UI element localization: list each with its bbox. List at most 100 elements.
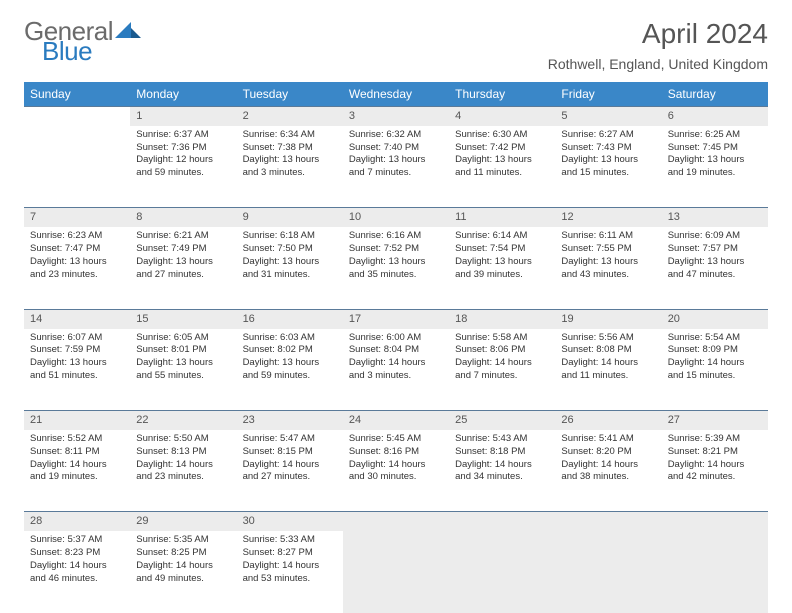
day-cell — [24, 126, 130, 208]
day-cell: Sunrise: 5:43 AMSunset: 8:18 PMDaylight:… — [449, 430, 555, 512]
day-number: 15 — [130, 309, 236, 328]
daylight-text: Daylight: 13 hours — [243, 154, 337, 167]
day-cell: Sunrise: 6:34 AMSunset: 7:38 PMDaylight:… — [237, 126, 343, 208]
daylight-text: and 7 minutes. — [455, 370, 549, 383]
day-number — [343, 512, 449, 531]
sunset-text: Sunset: 8:25 PM — [136, 547, 230, 560]
sunset-text: Sunset: 7:57 PM — [668, 243, 762, 256]
daylight-text: and 30 minutes. — [349, 471, 443, 484]
daylight-text: and 55 minutes. — [136, 370, 230, 383]
daylight-text: and 59 minutes. — [136, 167, 230, 180]
day-number-row: 14151617181920 — [24, 309, 768, 328]
day-cell: Sunrise: 6:16 AMSunset: 7:52 PMDaylight:… — [343, 227, 449, 309]
daylight-text: and 27 minutes. — [243, 471, 337, 484]
title-block: April 2024 Rothwell, England, United Kin… — [548, 18, 768, 72]
day-number — [555, 512, 661, 531]
sunrise-text: Sunrise: 6:34 AM — [243, 129, 337, 142]
sunrise-text: Sunrise: 5:41 AM — [561, 433, 655, 446]
location: Rothwell, England, United Kingdom — [548, 56, 768, 72]
day-cell: Sunrise: 5:58 AMSunset: 8:06 PMDaylight:… — [449, 329, 555, 411]
day-cell — [662, 531, 768, 613]
daylight-text: and 53 minutes. — [243, 573, 337, 586]
daylight-text: and 42 minutes. — [668, 471, 762, 484]
day-cell: Sunrise: 6:23 AMSunset: 7:47 PMDaylight:… — [24, 227, 130, 309]
day-cell: Sunrise: 6:14 AMSunset: 7:54 PMDaylight:… — [449, 227, 555, 309]
sunset-text: Sunset: 7:43 PM — [561, 142, 655, 155]
day-number: 16 — [237, 309, 343, 328]
day-number: 8 — [130, 208, 236, 227]
daylight-text: and 34 minutes. — [455, 471, 549, 484]
daylight-text: Daylight: 14 hours — [30, 560, 124, 573]
daylight-text: and 11 minutes. — [561, 370, 655, 383]
day-cell: Sunrise: 6:37 AMSunset: 7:36 PMDaylight:… — [130, 126, 236, 208]
sunset-text: Sunset: 8:04 PM — [349, 344, 443, 357]
sunrise-text: Sunrise: 6:37 AM — [136, 129, 230, 142]
daylight-text: Daylight: 14 hours — [243, 560, 337, 573]
daylight-text: and 15 minutes. — [668, 370, 762, 383]
weekday-header: Wednesday — [343, 82, 449, 107]
sunset-text: Sunset: 8:18 PM — [455, 446, 549, 459]
day-cell — [343, 531, 449, 613]
weekday-header: Sunday — [24, 82, 130, 107]
daylight-text: Daylight: 13 hours — [30, 357, 124, 370]
day-number: 9 — [237, 208, 343, 227]
sunset-text: Sunset: 7:45 PM — [668, 142, 762, 155]
daylight-text: and 27 minutes. — [136, 269, 230, 282]
sunset-text: Sunset: 8:06 PM — [455, 344, 549, 357]
day-number: 27 — [662, 411, 768, 430]
sunset-text: Sunset: 7:52 PM — [349, 243, 443, 256]
daylight-text: and 31 minutes. — [243, 269, 337, 282]
sunset-text: Sunset: 8:08 PM — [561, 344, 655, 357]
sunset-text: Sunset: 8:11 PM — [30, 446, 124, 459]
day-cell: Sunrise: 6:09 AMSunset: 7:57 PMDaylight:… — [662, 227, 768, 309]
sunrise-text: Sunrise: 6:18 AM — [243, 230, 337, 243]
day-cell: Sunrise: 6:07 AMSunset: 7:59 PMDaylight:… — [24, 329, 130, 411]
sunrise-text: Sunrise: 6:11 AM — [561, 230, 655, 243]
day-number: 29 — [130, 512, 236, 531]
day-cell: Sunrise: 5:54 AMSunset: 8:09 PMDaylight:… — [662, 329, 768, 411]
sunrise-text: Sunrise: 6:21 AM — [136, 230, 230, 243]
day-number-row: 21222324252627 — [24, 411, 768, 430]
day-number: 3 — [343, 107, 449, 126]
sunrise-text: Sunrise: 5:43 AM — [455, 433, 549, 446]
daylight-text: and 23 minutes. — [30, 269, 124, 282]
daylight-text: Daylight: 13 hours — [30, 256, 124, 269]
sunset-text: Sunset: 7:59 PM — [30, 344, 124, 357]
sunrise-text: Sunrise: 5:47 AM — [243, 433, 337, 446]
day-cell: Sunrise: 6:27 AMSunset: 7:43 PMDaylight:… — [555, 126, 661, 208]
daylight-text: and 51 minutes. — [30, 370, 124, 383]
day-cell: Sunrise: 5:35 AMSunset: 8:25 PMDaylight:… — [130, 531, 236, 613]
day-number — [662, 512, 768, 531]
sunset-text: Sunset: 8:15 PM — [243, 446, 337, 459]
day-cell: Sunrise: 5:56 AMSunset: 8:08 PMDaylight:… — [555, 329, 661, 411]
sunrise-text: Sunrise: 5:33 AM — [243, 534, 337, 547]
day-cell: Sunrise: 5:52 AMSunset: 8:11 PMDaylight:… — [24, 430, 130, 512]
day-cell: Sunrise: 6:25 AMSunset: 7:45 PMDaylight:… — [662, 126, 768, 208]
sunset-text: Sunset: 8:16 PM — [349, 446, 443, 459]
sunset-text: Sunset: 8:21 PM — [668, 446, 762, 459]
daylight-text: Daylight: 13 hours — [349, 256, 443, 269]
day-number: 4 — [449, 107, 555, 126]
daylight-text: and 49 minutes. — [136, 573, 230, 586]
weekday-header: Tuesday — [237, 82, 343, 107]
day-content-row: Sunrise: 5:37 AMSunset: 8:23 PMDaylight:… — [24, 531, 768, 613]
sunrise-text: Sunrise: 6:05 AM — [136, 332, 230, 345]
day-cell: Sunrise: 6:32 AMSunset: 7:40 PMDaylight:… — [343, 126, 449, 208]
daylight-text: and 11 minutes. — [455, 167, 549, 180]
daylight-text: and 3 minutes. — [349, 370, 443, 383]
daylight-text: Daylight: 13 hours — [136, 256, 230, 269]
weekday-header-row: Sunday Monday Tuesday Wednesday Thursday… — [24, 82, 768, 107]
day-number-row: 123456 — [24, 107, 768, 126]
daylight-text: Daylight: 13 hours — [243, 256, 337, 269]
day-number: 18 — [449, 309, 555, 328]
day-cell: Sunrise: 6:03 AMSunset: 8:02 PMDaylight:… — [237, 329, 343, 411]
day-content-row: Sunrise: 6:07 AMSunset: 7:59 PMDaylight:… — [24, 329, 768, 411]
day-number: 6 — [662, 107, 768, 126]
daylight-text: Daylight: 14 hours — [561, 459, 655, 472]
daylight-text: Daylight: 13 hours — [668, 154, 762, 167]
daylight-text: Daylight: 14 hours — [455, 459, 549, 472]
daylight-text: Daylight: 13 hours — [561, 256, 655, 269]
day-cell: Sunrise: 5:41 AMSunset: 8:20 PMDaylight:… — [555, 430, 661, 512]
daylight-text: Daylight: 12 hours — [136, 154, 230, 167]
day-number: 5 — [555, 107, 661, 126]
